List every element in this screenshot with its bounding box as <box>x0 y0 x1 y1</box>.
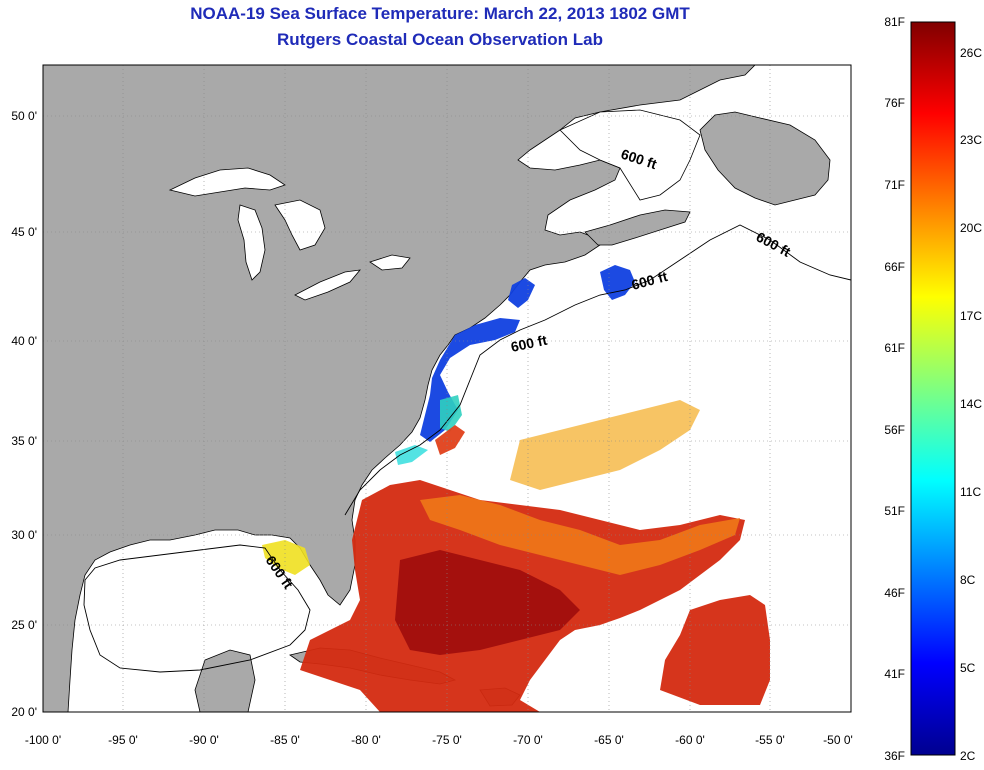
lon-axis: -100 0' -95 0' -90 0' -85 0' -80 0' -75 … <box>25 733 853 747</box>
colorbar-c-label: 2C <box>960 749 976 763</box>
colorbar-f-label: 46F <box>884 586 905 600</box>
colorbar-f-label: 66F <box>884 260 905 274</box>
lat-tick-label: 25 0' <box>11 618 37 632</box>
sst-yellow-patches <box>510 400 700 490</box>
map-title: NOAA-19 Sea Surface Temperature: March 2… <box>190 4 690 23</box>
colorbar-c-label: 26C <box>960 46 982 60</box>
lat-tick-label: 30 0' <box>11 528 37 542</box>
north-america-land <box>43 65 756 712</box>
map-subtitle: Rutgers Coastal Ocean Observation Lab <box>277 30 603 49</box>
lat-tick-label: 20 0' <box>11 705 37 719</box>
colorbar-f-label: 71F <box>884 178 905 192</box>
sst-transition-red-hatteras <box>435 425 465 455</box>
lake-ontario <box>369 254 411 271</box>
yucatan-land <box>194 649 256 712</box>
lake-huron <box>274 199 326 251</box>
lon-tick-label: -65 0' <box>594 733 624 747</box>
plot-frame <box>42 64 852 713</box>
colorbar-f-label: 36F <box>884 749 905 763</box>
lon-tick-label: -100 0' <box>25 733 61 747</box>
colorbar-c-label: 14C <box>960 397 982 411</box>
lat-axis: 50 0' 45 0' 40 0' 35 0' 30 0' 25 0' 20 0… <box>11 109 37 719</box>
lat-tick-label: 50 0' <box>11 109 37 123</box>
colorbar-c-label: 23C <box>960 133 982 147</box>
lake-erie <box>294 269 361 301</box>
lon-tick-label: -85 0' <box>270 733 300 747</box>
colorbar-f-labels: 81F 76F 71F 66F 61F 56F 51F 46F 41F 36F <box>884 15 905 763</box>
colorbar-c-label: 8C <box>960 573 976 587</box>
gulf-of-st-lawrence <box>559 109 701 201</box>
colorbar-f-label: 81F <box>884 15 905 29</box>
graticule <box>43 65 851 712</box>
sst-deep-red-region <box>395 550 580 655</box>
colorbar-f-label: 41F <box>884 667 905 681</box>
colorbar-c-label: 5C <box>960 661 976 675</box>
lat-tick-label: 45 0' <box>11 225 37 239</box>
colorbar-c-label: 11C <box>960 485 981 499</box>
colorbar-f-label: 56F <box>884 423 905 437</box>
isobath-600ft-gulf <box>83 544 311 673</box>
colorbar-c-label: 20C <box>960 221 982 235</box>
lake-michigan <box>237 204 266 281</box>
colorbar-c-labels: 26C 23C 20C 17C 14C 11C 8C 5C 2C <box>960 46 982 763</box>
colorbar-f-label: 61F <box>884 341 905 355</box>
lon-tick-label: -50 0' <box>823 733 853 747</box>
lon-tick-label: -70 0' <box>513 733 543 747</box>
colorbar <box>910 21 956 756</box>
colorbar-f-label: 76F <box>884 96 905 110</box>
isobath-label: 600 ft <box>509 332 548 355</box>
lon-tick-label: -90 0' <box>189 733 219 747</box>
nova-scotia-land <box>584 209 691 246</box>
colorbar-c-label: 17C <box>960 309 982 323</box>
colorbar-f-label: 51F <box>884 504 905 518</box>
sst-southeast-red <box>660 595 770 705</box>
lon-tick-label: -75 0' <box>432 733 462 747</box>
isobath-600ft-line <box>344 224 851 516</box>
lon-tick-label: -80 0' <box>351 733 381 747</box>
lon-tick-label: -55 0' <box>755 733 785 747</box>
sst-gulf-yellow <box>262 540 310 575</box>
lat-tick-label: 35 0' <box>11 434 37 448</box>
lon-tick-label: -60 0' <box>675 733 705 747</box>
sst-transition-cyan-south <box>395 445 428 465</box>
lat-tick-label: 40 0' <box>11 334 37 348</box>
newfoundland-land <box>699 111 831 206</box>
lon-tick-label: -95 0' <box>108 733 138 747</box>
